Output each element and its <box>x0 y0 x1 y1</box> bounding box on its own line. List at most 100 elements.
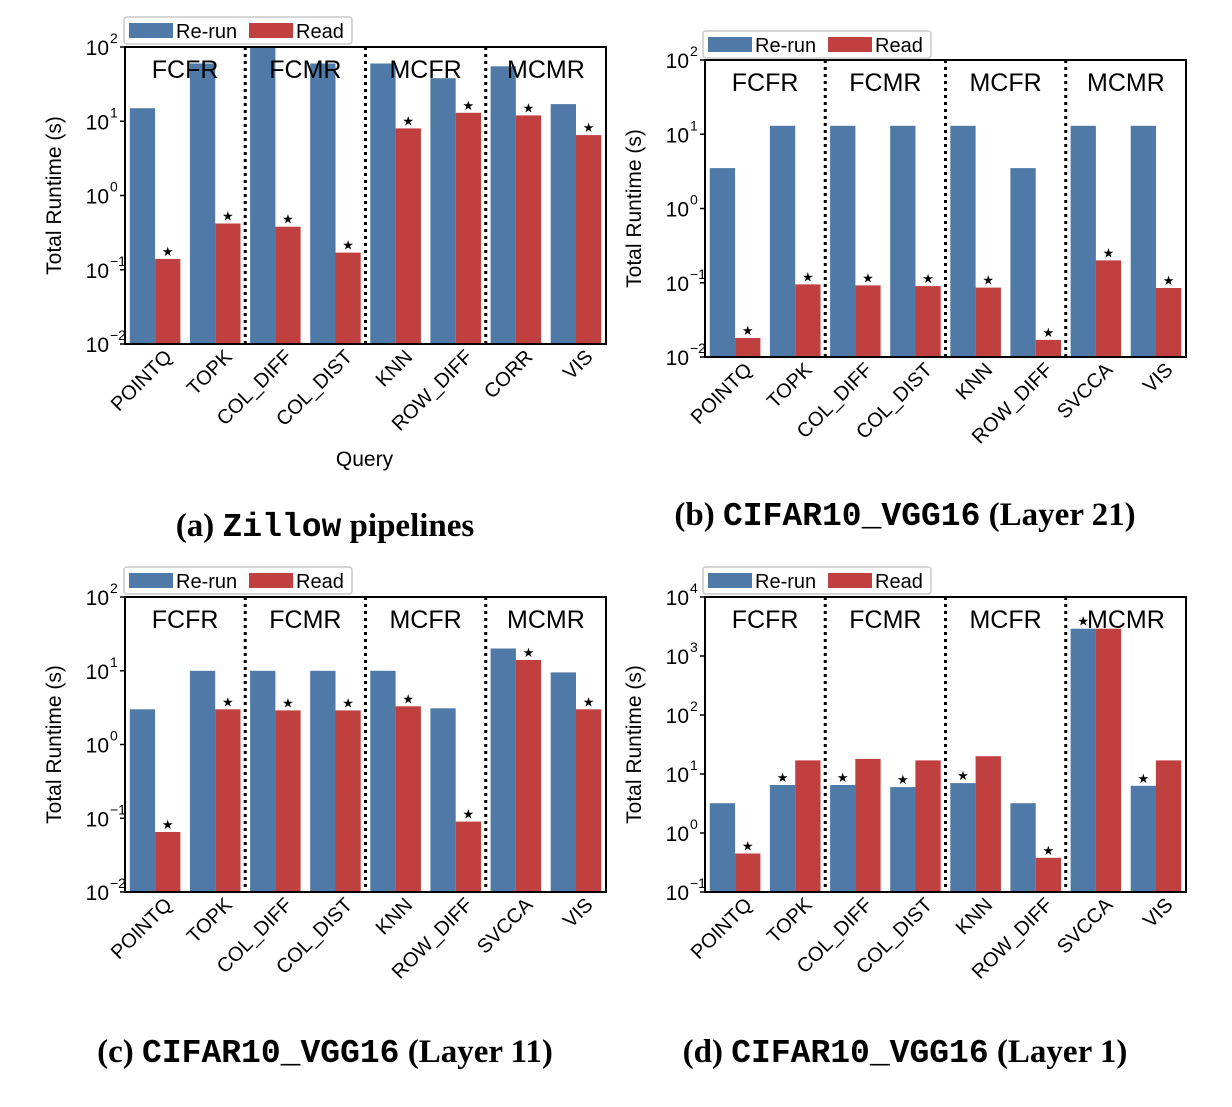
group-label-fcmr: FCMR <box>849 69 921 97</box>
y-tick-exponent: 2 <box>690 698 698 714</box>
group-label-fcmr: FCMR <box>849 606 921 634</box>
y-tick-exponent: 1 <box>110 104 118 120</box>
legend-swatch-read <box>828 37 872 52</box>
y-tick-label: 10 <box>86 882 109 905</box>
legend-box <box>702 566 932 595</box>
best-marker-svcca: ★ <box>1077 614 1089 629</box>
y-tick-exponent: −2 <box>110 875 126 891</box>
bar-read-col_dist <box>335 252 361 344</box>
caption-c-prefix: (c) <box>97 1034 143 1070</box>
bar-read-topk <box>215 709 241 892</box>
y-axis-label-c: Total Runtime (s) <box>43 665 66 824</box>
legend-c: Re-run Read <box>123 566 353 595</box>
legend-swatch-read <box>249 23 293 38</box>
legend-label-rerun: Re-run <box>176 21 237 43</box>
y-tick-label: 10 <box>666 823 689 846</box>
bars-b <box>709 125 1182 357</box>
y-tick-label: 10 <box>86 260 109 283</box>
best-marker-row_diff: ★ <box>1042 325 1054 340</box>
bar-read-vis <box>1155 760 1182 892</box>
x-tick-label-topk: TOPK <box>183 894 237 948</box>
best-marker-knn: ★ <box>982 273 994 288</box>
bar-read-col_diff <box>855 758 881 892</box>
legend-label-read: Read <box>296 571 344 593</box>
best-marker-topk: ★ <box>802 269 814 284</box>
plot-frame-d <box>704 596 1187 893</box>
bar-rerun-vis <box>550 672 576 892</box>
bar-rerun-row_diff <box>430 708 456 892</box>
y-tick-label: 10 <box>666 273 689 296</box>
y-tick-exponent: 2 <box>110 580 118 596</box>
bar-rerun-topk <box>189 670 216 892</box>
caption-d-name: CIFAR10_VGG16 <box>731 1035 989 1072</box>
x-tick-label-knn: KNN <box>372 346 417 391</box>
x-tick-label-vis: VIS <box>559 346 597 384</box>
legend-box <box>123 16 353 45</box>
legend-label-rerun: Re-run <box>755 35 816 57</box>
y-tick-label: 10 <box>86 37 109 60</box>
bar-rerun-row_diff <box>430 78 456 344</box>
x-axis-label-a: Query <box>336 448 394 471</box>
best-marker-vis: ★ <box>583 120 595 135</box>
legend-a: Re-run Read <box>123 16 353 45</box>
y-axis-label-b: Total Runtime (s) <box>623 129 646 288</box>
caption-d-prefix: (d) <box>682 1034 732 1070</box>
bar-read-col_dist <box>915 286 941 357</box>
bars-a <box>129 47 602 344</box>
group-label-mcmr: MCMR <box>507 56 585 84</box>
y-tick-exponent: −2 <box>110 327 126 343</box>
bar-rerun-corr <box>490 66 516 344</box>
bars-c <box>129 648 602 892</box>
legend-label-read: Read <box>296 21 344 43</box>
bar-read-vis <box>1155 288 1182 357</box>
best-marker-col_diff: ★ <box>282 212 294 227</box>
y-tick-label: 10 <box>86 111 109 134</box>
x-tick-label-vis: VIS <box>1139 359 1177 397</box>
bar-rerun-col_dist <box>890 125 916 357</box>
group-label-fcfr: FCFR <box>152 56 219 84</box>
group-label-mcfr: MCFR <box>969 69 1041 97</box>
bar-read-row_diff <box>455 821 481 892</box>
bar-rerun-knn <box>370 670 396 892</box>
best-marker-col_dist: ★ <box>897 772 909 787</box>
caption-b-prefix: (b) <box>674 497 723 533</box>
bar-rerun-knn <box>370 63 396 344</box>
y-axis-label-a: Total Runtime (s) <box>43 116 66 275</box>
best-marker-topk: ★ <box>222 694 234 709</box>
group-label-fcmr: FCMR <box>269 606 341 634</box>
bar-rerun-svcca <box>1070 628 1096 892</box>
x-tick-label-topk: TOPK <box>763 894 817 948</box>
best-marker-svcca: ★ <box>1103 245 1115 260</box>
best-marker-col_diff: ★ <box>862 270 874 285</box>
caption-a-suffix: pipelines <box>341 508 475 544</box>
y-tick-label: 10 <box>86 186 109 209</box>
legend-label-read: Read <box>875 571 923 593</box>
best-marker-col_diff: ★ <box>837 770 849 785</box>
bar-read-topk <box>215 223 241 344</box>
caption-c: (c) CIFAR10_VGG16 (Layer 11) <box>97 1034 553 1072</box>
legend-swatch-rerun <box>708 37 752 52</box>
y-tick-label: 10 <box>666 882 689 905</box>
group-label-mcfr: MCFR <box>969 606 1041 634</box>
bar-rerun-pointq <box>129 709 156 892</box>
x-tick-label-pointq: POINTQ <box>107 346 177 416</box>
bar-rerun-vis <box>1130 125 1156 357</box>
bar-read-knn <box>975 756 1001 892</box>
y-tick-label: 10 <box>86 661 109 684</box>
caption-a-name: Zillow <box>222 509 342 546</box>
legend-box <box>702 30 932 59</box>
y-tick-label: 10 <box>666 587 689 610</box>
bar-read-col_dist <box>335 710 361 892</box>
y-tick-exponent: −2 <box>690 340 706 356</box>
bar-rerun-row_diff <box>1010 168 1036 357</box>
caption-c-name: CIFAR10_VGG16 <box>142 1035 400 1072</box>
y-tick-label: 10 <box>666 347 689 370</box>
bar-read-svcca <box>1095 260 1122 357</box>
bar-read-pointq <box>735 853 761 892</box>
best-marker-vis: ★ <box>1137 771 1149 786</box>
bar-rerun-topk <box>189 63 216 344</box>
best-marker-pointq: ★ <box>742 323 754 338</box>
